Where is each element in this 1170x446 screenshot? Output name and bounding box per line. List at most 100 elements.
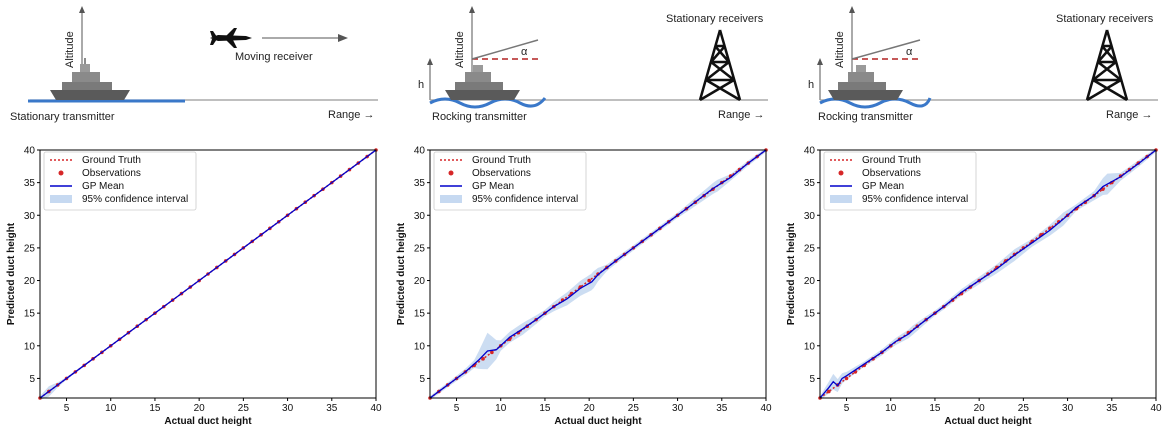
y-tick-label: 20 [24, 276, 36, 287]
legend-observations-key [838, 170, 844, 176]
y-tick-label: 30 [804, 211, 816, 222]
y-tick-label: 25 [414, 243, 426, 254]
legend-label: GP Mean [862, 181, 904, 192]
tilt-line [851, 39, 921, 60]
chart-3: 5 10 15 20 25 30 35 40 5 10 15 20 25 30 35 40 Actual duc… [786, 146, 1162, 428]
observation-point [587, 278, 591, 283]
ship-icon [50, 58, 130, 100]
x-tick-label: 40 [1150, 403, 1162, 414]
legend-box [433, 151, 587, 211]
angle-label: α [521, 46, 528, 58]
x-tick-label: 25 [628, 403, 640, 414]
y-tick-label: 15 [804, 309, 816, 320]
y-tick-label: 40 [24, 146, 36, 157]
gp-mean-line [39, 149, 377, 399]
y-tick-label: 25 [804, 243, 816, 254]
plot-frame [429, 149, 767, 399]
y-tick-label: 40 [414, 146, 426, 157]
altitude-label: Altitude [834, 31, 846, 68]
x-tick-label: 20 [974, 403, 986, 414]
ship-icon [828, 65, 903, 100]
x-tick-label: 15 [539, 403, 551, 414]
altitude-arrow [79, 6, 85, 13]
receiver-label: Stationary receivers [1056, 13, 1154, 25]
legend-label: Ground Truth [82, 155, 141, 166]
x-tick-label: 25 [238, 403, 250, 414]
gp-mean-line [429, 149, 767, 399]
legend-observations-key [58, 170, 64, 176]
y-tick-label: 35 [414, 178, 426, 189]
observation-point [827, 389, 831, 394]
y-tick-label: 40 [804, 146, 816, 157]
x-tick-label: 10 [495, 403, 507, 414]
x-tick-label: 5 [64, 403, 70, 414]
gp-mean-line [819, 149, 1157, 399]
y-tick-label: 20 [414, 276, 426, 287]
scene-2: Altitude h Range → α Rocking transmitter… [418, 6, 768, 123]
transmitter-label: Rocking transmitter [432, 111, 527, 123]
y-tick-label: 20 [804, 276, 816, 287]
legend-label: 95% confidence interval [862, 194, 968, 205]
observation-point [481, 357, 485, 361]
y-tick-label: 35 [24, 178, 36, 189]
y-tick-label: 10 [24, 341, 36, 352]
x-tick-label: 35 [716, 403, 728, 414]
legend-confidence-key [50, 195, 72, 203]
x-tick-label: 35 [1106, 403, 1118, 414]
x-tick-label: 15 [149, 403, 161, 414]
y-axis-label: Predicted duct height [6, 222, 17, 325]
legend: Ground Truth Observations GP Mean 95% confi… [823, 151, 977, 211]
legend-label: GP Mean [472, 181, 514, 192]
y-axis-label: Predicted duct height [396, 222, 407, 325]
y-tick-label: 15 [24, 309, 36, 320]
x-tick-label: 40 [760, 403, 772, 414]
legend-observations-key [448, 170, 454, 176]
range-label: Range → [328, 109, 374, 121]
legend-label: 95% confidence interval [472, 194, 578, 205]
chart-2: 5 10 15 20 25 30 35 40 5 10 15 20 25 30 35 40 Actual duc… [396, 146, 772, 428]
transmitter-label: Stationary transmitter [10, 111, 115, 123]
scene-1: Altitude Range → Stationary transmitter … [10, 6, 378, 123]
tower-icon [698, 29, 742, 102]
legend-box [43, 151, 197, 211]
height-label: h [808, 79, 814, 91]
x-tick-label: 30 [282, 403, 294, 414]
ship-icon [445, 65, 520, 100]
y-tick-label: 5 [809, 374, 815, 385]
receiver-label: Stationary receivers [666, 13, 764, 25]
x-axis-label: Actual duct height [164, 416, 252, 427]
chart-1: 5 10 15 20 25 30 35 40 5 10 15 20 25 30 35 40 Actual duc… [6, 146, 382, 428]
legend-label: Observations [862, 168, 921, 179]
x-tick-label: 20 [194, 403, 206, 414]
y-tick-label: 10 [804, 341, 816, 352]
x-tick-label: 5 [844, 403, 850, 414]
height-arrow [817, 58, 823, 65]
legend-label: Ground Truth [862, 155, 921, 166]
tower-icon [1085, 29, 1129, 102]
x-tick-label: 10 [885, 403, 897, 414]
x-tick-label: 5 [454, 403, 460, 414]
y-tick-label: 15 [414, 309, 426, 320]
y-tick-label: 35 [804, 178, 816, 189]
altitude-arrow [849, 6, 855, 13]
y-tick-label: 5 [29, 374, 35, 385]
plot-frame [39, 149, 377, 399]
x-tick-label: 20 [584, 403, 596, 414]
y-tick-label: 30 [414, 211, 426, 222]
range-label: Range → [718, 109, 764, 121]
altitude-label: Altitude [454, 31, 466, 68]
range-label: Range → [1106, 109, 1152, 121]
motion-arrowhead [338, 34, 348, 42]
altitude-arrow [469, 6, 475, 13]
legend-label: Observations [82, 168, 141, 179]
observation-point [490, 350, 494, 355]
x-axis-label: Actual duct height [554, 416, 642, 427]
x-tick-label: 25 [1018, 403, 1030, 414]
scene-3: Altitude h Range → α Rocking transmitter… [808, 6, 1158, 123]
tilt-line [471, 39, 539, 60]
legend-confidence-key [440, 195, 462, 203]
legend-label: Ground Truth [472, 155, 531, 166]
y-tick-label: 5 [419, 374, 425, 385]
transmitter-label: Rocking transmitter [818, 111, 913, 123]
legend: Ground Truth Observations GP Mean 95% confi… [433, 151, 587, 211]
